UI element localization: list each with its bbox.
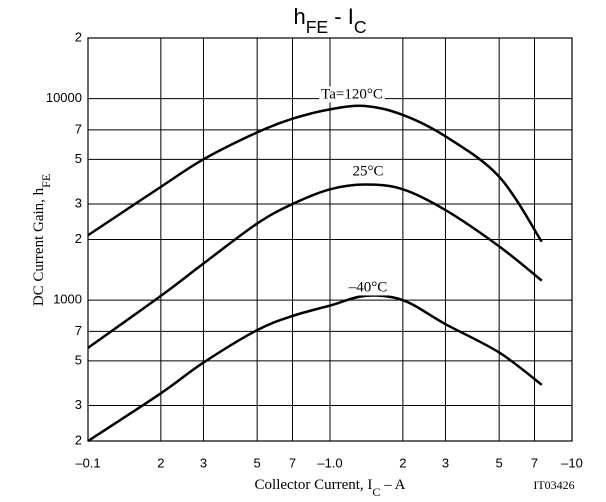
x-tick-label: –1.0 [317,455,342,470]
y-tick-label: 10000 [46,90,82,105]
y-tick-label: 7 [75,323,82,338]
label-background [319,86,385,103]
y-tick-label: 7 [75,121,82,136]
y_label-part: DC Current Gain, h [31,187,47,306]
label-background [345,279,390,296]
series-line [87,183,543,349]
x-tick-label: 5 [254,455,261,470]
annotation: IT03426 [533,478,574,492]
y-tick-label: 5 [75,352,82,367]
y-axis-label: DC Current Gain, hFE [31,174,52,306]
x-axis-label: Collector Current, IC – A [255,477,406,498]
y-tick-label: 2 [75,432,82,447]
series-label: –40°C [348,279,388,295]
x-tick-label: 7 [531,455,538,470]
series-label: Ta=120°C [321,86,383,102]
y_label-part: FE [39,174,53,188]
y-tick-label: 5 [75,151,82,166]
x-tick-label: 7 [289,455,296,470]
x-tick-label: 5 [496,455,503,470]
label-background [350,163,386,180]
plot-frame [87,37,573,442]
title-part: C [354,17,367,37]
x_label-part: C [372,485,380,499]
series-line [87,104,543,243]
x-tick-label: 3 [442,455,449,470]
x_label-part: – A [380,477,405,493]
y-tick-label: 3 [75,195,82,210]
title-part: h [293,4,305,29]
x-tick-label: 3 [200,455,207,470]
y-tick-label: 3 [75,397,82,412]
chart-title: hFE - IC [293,4,366,37]
title-part: - I [328,4,354,29]
x-tick-label: 2 [157,455,164,470]
series-label: 25°C [352,163,383,179]
title-part: FE [306,17,328,37]
x-tick-label: –0.1 [75,455,100,470]
y-tick-label: 1000 [53,292,82,307]
y-tick-label: 2 [75,231,82,246]
y-tick-label: 2 [75,29,82,44]
x-tick-label: 2 [399,455,406,470]
x-tick-label: –10 [561,455,583,470]
x_label-part: Collector Current, I [255,477,373,493]
series-line [87,294,543,443]
